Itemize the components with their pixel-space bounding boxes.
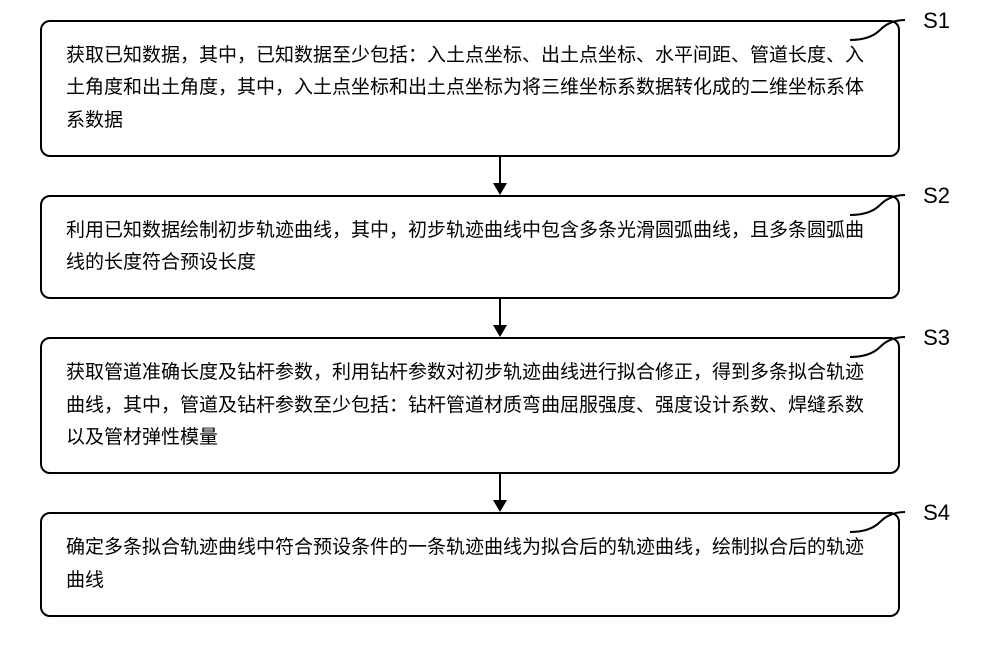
step-row-s3: 获取管道准确长度及钻杆参数，利用钻杆参数对初步轨迹曲线进行拟合修正，得到多条拟合… [40, 337, 960, 474]
step-text-s4: 确定多条拟合轨迹曲线中符合预设条件的一条轨迹曲线为拟合后的轨迹曲线，绘制拟合后的… [66, 537, 864, 590]
step-text-s2: 利用已知数据绘制初步轨迹曲线，其中，初步轨迹曲线中包含多条光滑圆弧曲线，且多条圆… [66, 220, 864, 273]
flowchart-container: 获取已知数据，其中，已知数据至少包括：入土点坐标、出土点坐标、水平间距、管道长度… [40, 20, 960, 617]
step-box-s2: 利用已知数据绘制初步轨迹曲线，其中，初步轨迹曲线中包含多条光滑圆弧曲线，且多条圆… [40, 195, 900, 300]
step-row-s4: 确定多条拟合轨迹曲线中符合预设条件的一条轨迹曲线为拟合后的轨迹曲线，绘制拟合后的… [40, 512, 960, 617]
arrow-down-3 [485, 474, 515, 512]
step-row-s1: 获取已知数据，其中，已知数据至少包括：入土点坐标、出土点坐标、水平间距、管道长度… [40, 20, 960, 157]
step-row-s2: 利用已知数据绘制初步轨迹曲线，其中，初步轨迹曲线中包含多条光滑圆弧曲线，且多条圆… [40, 195, 960, 300]
step-text-s3: 获取管道准确长度及钻杆参数，利用钻杆参数对初步轨迹曲线进行拟合修正，得到多条拟合… [66, 362, 864, 448]
step-box-s4: 确定多条拟合轨迹曲线中符合预设条件的一条轨迹曲线为拟合后的轨迹曲线，绘制拟合后的… [40, 512, 900, 617]
arrow-container-3 [70, 474, 930, 512]
arrow-container-1 [70, 157, 930, 195]
arrow-down-2 [485, 299, 515, 337]
step-label-s2: S2 [923, 183, 950, 209]
step-label-s1: S1 [923, 8, 950, 34]
step-text-s1: 获取已知数据，其中，已知数据至少包括：入土点坐标、出土点坐标、水平间距、管道长度… [66, 45, 864, 131]
step-label-s3: S3 [923, 325, 950, 351]
step-box-s3: 获取管道准确长度及钻杆参数，利用钻杆参数对初步轨迹曲线进行拟合修正，得到多条拟合… [40, 337, 900, 474]
step-label-s4: S4 [923, 500, 950, 526]
arrow-container-2 [70, 299, 930, 337]
arrow-down-1 [485, 157, 515, 195]
step-box-s1: 获取已知数据，其中，已知数据至少包括：入土点坐标、出土点坐标、水平间距、管道长度… [40, 20, 900, 157]
